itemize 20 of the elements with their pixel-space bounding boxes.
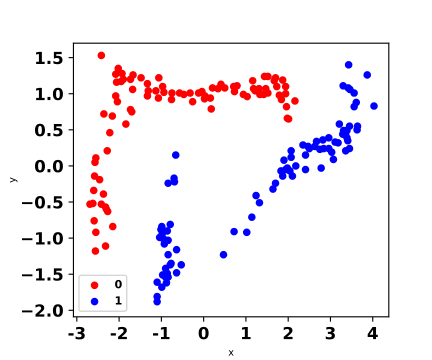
x-tick-label: 2 bbox=[284, 326, 293, 340]
x-tick-label: -1 bbox=[153, 327, 170, 340]
x-tick-label: 1 bbox=[242, 327, 251, 340]
y-tick-label: −2.0 bbox=[22, 304, 63, 317]
x-tick-label: -3 bbox=[68, 326, 85, 340]
y-tick-label: 1.5 bbox=[36, 52, 63, 64]
y-tick-label: −1.0 bbox=[22, 232, 63, 245]
legend-label: 1 bbox=[116, 296, 122, 304]
x-tick-label: 0 bbox=[198, 326, 209, 340]
y-tick-label: 1.0 bbox=[36, 88, 63, 100]
x-tick-label: -2 bbox=[110, 326, 127, 340]
y-tick-label: 0.5 bbox=[34, 124, 63, 136]
y-tick-label: 0.0 bbox=[34, 160, 63, 172]
y-tick-label: −1.5 bbox=[22, 268, 63, 281]
y-tick-label: −0.5 bbox=[22, 196, 63, 209]
x-tick-label: 3 bbox=[326, 326, 335, 340]
legend-label: 0 bbox=[115, 280, 122, 288]
x-tick-label: 4 bbox=[368, 327, 378, 340]
x-axis-title: x bbox=[228, 350, 234, 356]
y-axis-title: y bbox=[10, 177, 18, 183]
